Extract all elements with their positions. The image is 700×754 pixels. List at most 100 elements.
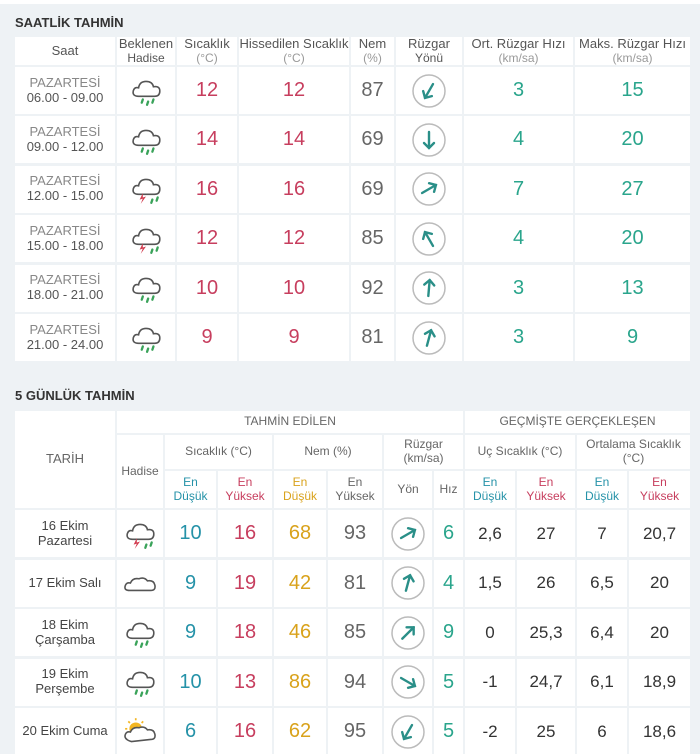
wind_max: 13 <box>621 276 644 299</box>
table-header: Uç Sıcaklık (°C) <box>465 435 575 469</box>
header-text: (°C) <box>622 451 645 465</box>
header-text: Nem (%) <box>304 444 352 459</box>
table-header: TARİH <box>15 411 115 508</box>
value-cell: 62 <box>274 708 326 754</box>
value: 24,7 <box>529 672 563 692</box>
value-cell: 3 <box>464 264 573 312</box>
value: 6,1 <box>590 672 614 692</box>
value-cell: 20 <box>575 116 690 164</box>
weather-icon <box>132 178 161 205</box>
value: 7 <box>597 523 607 543</box>
value-cell <box>384 658 432 706</box>
event-cell <box>117 67 175 114</box>
wind-direction <box>412 221 446 256</box>
day-label: PAZARTESİ <box>29 321 101 337</box>
value-cell: 20,7 <box>629 510 690 557</box>
header-text: Saat <box>51 42 79 58</box>
value-cell: 20 <box>575 215 690 263</box>
value-cell: 24,7 <box>517 658 575 706</box>
value-cell: 10 <box>165 510 216 557</box>
header-text: Hadise <box>121 463 159 478</box>
time-label: 06.00 - 09.00 <box>26 89 104 105</box>
value-cell: 6 <box>577 708 627 754</box>
value-cell: 16 <box>218 510 272 557</box>
value: -1 <box>482 672 498 692</box>
header-text: Sıcaklık (°C) <box>185 444 252 459</box>
feels: 12 <box>282 79 306 101</box>
subheader-text: Düşük <box>173 488 208 503</box>
value-cell: 85 <box>328 609 382 656</box>
header-text: Yönü <box>414 50 444 65</box>
value-cell: 7 <box>464 165 573 213</box>
value-cell: 95 <box>328 708 382 754</box>
header-text: Ortalama Sıcaklık <box>586 437 681 452</box>
table-header: Hadise <box>117 435 163 508</box>
time-cell: PAZARTESİ 21.00 - 24.00 <box>15 314 115 361</box>
value-cell: 10 <box>177 264 237 312</box>
date-label: Perşembe <box>35 681 95 696</box>
value-cell: 16 <box>177 165 237 213</box>
event-cell <box>117 215 175 263</box>
time-cell: PAZARTESİ 15.00 - 18.00 <box>15 215 115 263</box>
wind_avg: 3 <box>512 79 525 101</box>
value: 6,4 <box>590 622 614 642</box>
event-cell <box>117 658 163 706</box>
header-text: (km/sa) <box>612 50 653 65</box>
temp: 16 <box>195 177 219 200</box>
value: 85 <box>343 621 367 643</box>
header-text: (km/sa) <box>498 50 539 65</box>
date-cell: 19 Ekim Perşembe <box>15 658 115 706</box>
value: 2,6 <box>478 523 502 543</box>
value-cell: 12 <box>177 215 237 263</box>
value-cell: 9 <box>575 314 690 361</box>
temp: 10 <box>195 276 219 299</box>
value-cell: 68 <box>274 510 326 557</box>
time-label: 09.00 - 12.00 <box>26 138 104 154</box>
wind-direction <box>391 516 425 551</box>
header-text: Beklenen <box>118 35 174 51</box>
subheader-text: Yön <box>397 481 419 496</box>
value-cell: 9 <box>165 609 216 656</box>
value: 16 <box>233 522 257 544</box>
value-cell: 81 <box>351 314 394 361</box>
value-cell: 81 <box>328 559 382 607</box>
event-cell <box>117 708 163 754</box>
event-cell <box>117 264 175 312</box>
value-cell: 18,9 <box>629 658 690 706</box>
header-text: TAHMİN EDİLEN <box>244 414 336 429</box>
wind_avg: 4 <box>512 128 525 151</box>
subheader-text: En <box>538 474 554 489</box>
header-text: Rüzgar <box>408 35 450 51</box>
event-cell <box>117 609 163 656</box>
value-cell: 16 <box>239 165 349 213</box>
section-title: 5 GÜNLÜK TAHMİN <box>15 388 135 403</box>
weather-icon <box>132 228 161 254</box>
wind-direction <box>391 714 425 749</box>
table-subheader: En Düşük <box>465 471 515 508</box>
value-cell: 12 <box>239 215 349 263</box>
value-cell: 25,3 <box>517 609 575 656</box>
date-cell: 17 Ekim Salı <box>15 559 115 607</box>
value: 13 <box>233 670 257 693</box>
header-text: GEÇMİŞTE GERÇEKLEŞEN <box>499 414 656 429</box>
value-cell: 3 <box>464 67 573 114</box>
value-cell <box>384 609 432 656</box>
table-header: Maks. Rüzgar Hızı (km/sa) <box>575 36 690 65</box>
value-cell: 10 <box>239 264 349 312</box>
value-cell: -1 <box>465 658 515 706</box>
wind_avg: 4 <box>512 227 525 250</box>
subheader-text: En <box>237 474 253 489</box>
table-header: Ortalama Sıcaklık (°C) <box>577 435 690 469</box>
wind_max: 9 <box>626 326 639 348</box>
date-label: 16 Ekim <box>41 517 89 533</box>
header-text: Sıcaklık <box>184 35 230 51</box>
subheader-text: Yüksek <box>526 488 566 503</box>
table-subheader: Yön <box>384 471 432 508</box>
value: 4 <box>442 571 455 594</box>
wind_max: 27 <box>621 177 644 200</box>
weather-icon <box>126 622 155 648</box>
temp: 12 <box>195 79 219 101</box>
wind_avg: 3 <box>512 326 525 348</box>
value: 6 <box>184 720 197 742</box>
header-text: Uç Sıcaklık (°C) <box>477 444 563 459</box>
